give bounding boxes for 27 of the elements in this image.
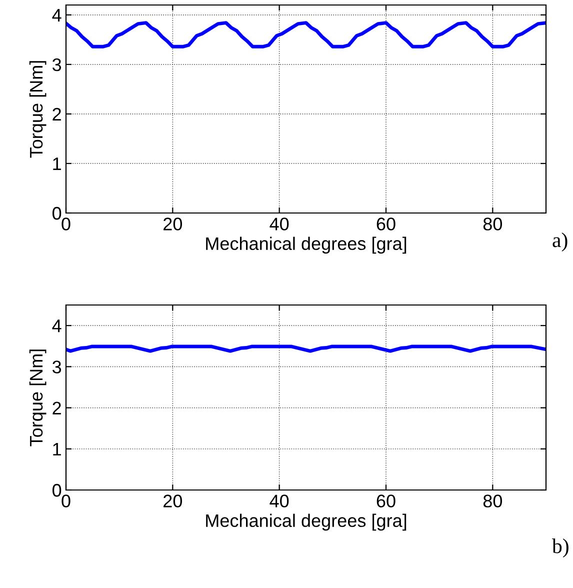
line-series <box>66 21 546 48</box>
x-tick-label: 60 <box>376 494 396 508</box>
x-tick-label: 20 <box>164 218 182 230</box>
y-tick-label: 2 <box>52 402 61 414</box>
x-axis-title: Mechanical degrees [gra] <box>206 514 406 531</box>
x-tick-label: 60 <box>376 218 396 230</box>
x-tick-label: 20 <box>164 494 182 508</box>
y-tick-label: 0 <box>52 484 62 497</box>
y-tick-label: 3 <box>52 58 62 72</box>
y-tick-label: 4 <box>52 9 62 22</box>
y-axis-title: Torque [Nm] <box>29 350 46 446</box>
x-tick-label: 0 <box>62 218 70 230</box>
y-axis-title: Torque [Nm] <box>29 61 46 158</box>
y-tick-label: 4 <box>52 320 62 332</box>
x-tick-label: 40 <box>270 218 289 230</box>
x-axis-title: Mechanical degrees [gra] <box>206 236 406 254</box>
y-tick-label: 0 <box>52 206 62 220</box>
x-tick-label: 80 <box>483 494 502 508</box>
y-tick-label: 2 <box>52 108 61 120</box>
x-tick-label: 0 <box>62 494 70 508</box>
x-tick-label: 40 <box>270 494 289 508</box>
text: b) <box>552 538 568 558</box>
text: a) <box>552 232 568 252</box>
y-tick-label: 3 <box>52 360 62 374</box>
x-tick-label: 80 <box>483 218 502 230</box>
y-tick-label: 1 <box>53 443 61 456</box>
y-tick-label: 1 <box>53 158 61 170</box>
